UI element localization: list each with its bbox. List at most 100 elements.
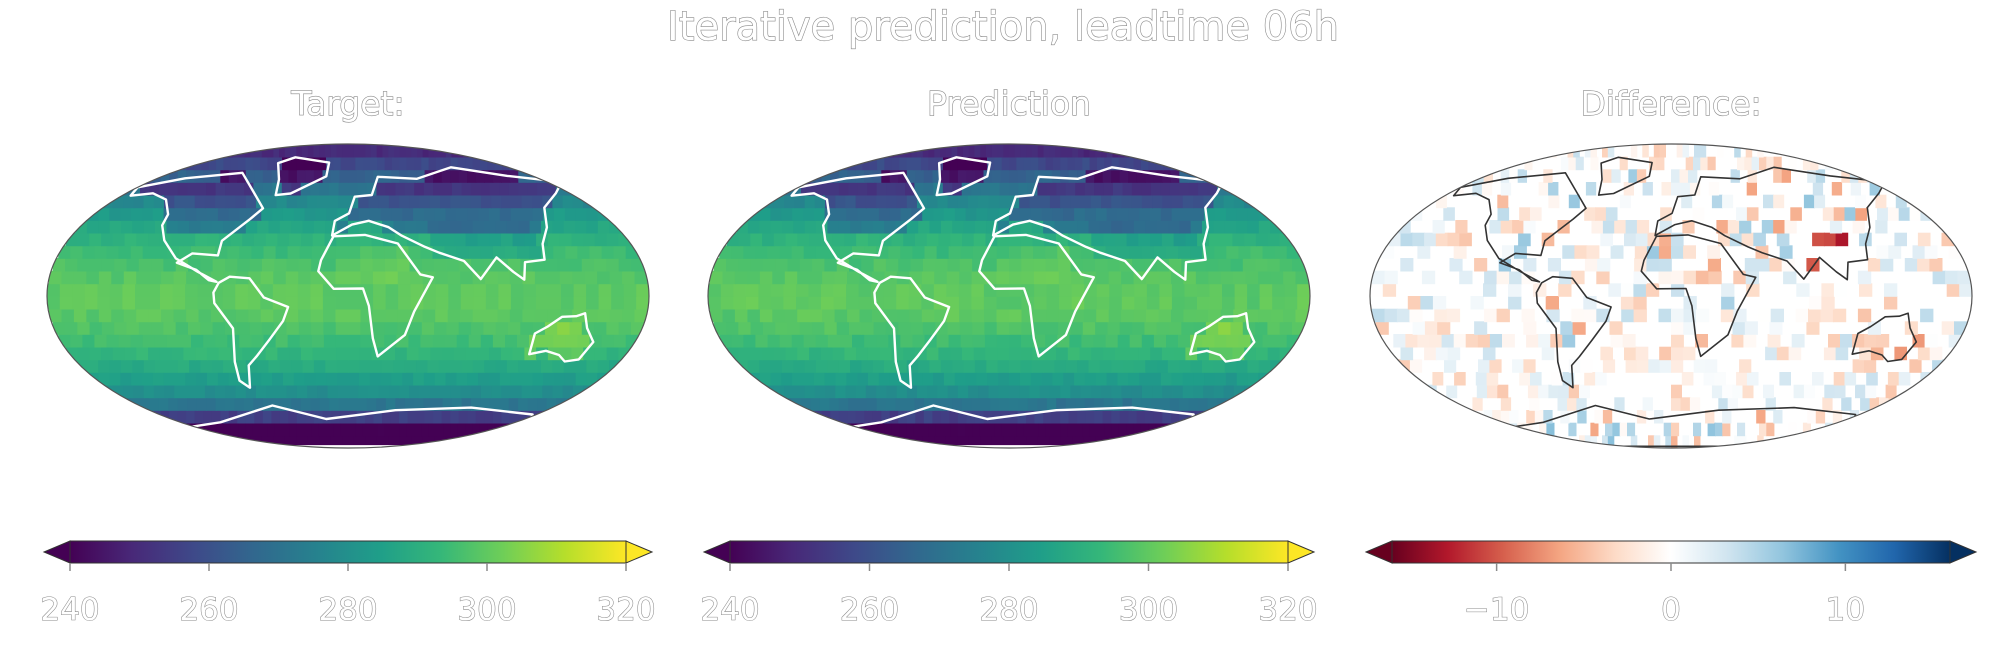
heatmap-cell (1822, 397, 1832, 411)
heatmap-cell (1106, 334, 1119, 348)
heatmap-cell (1577, 410, 1586, 424)
heatmap-cell (964, 359, 976, 373)
heatmap-cell (989, 195, 1000, 209)
heatmap-cell (775, 321, 788, 335)
heatmap-cell (1573, 321, 1586, 335)
heatmap-cell (763, 258, 776, 272)
heatmap-cell (1226, 245, 1239, 258)
heatmap-cell (898, 321, 911, 335)
heatmap-cell (394, 435, 401, 449)
heatmap-cell (454, 233, 467, 247)
heatmap-cell (178, 359, 190, 373)
heatmap-cell (386, 182, 396, 196)
heatmap-cell (473, 283, 486, 297)
heatmap-cell (1671, 309, 1684, 323)
heatmap-cell (178, 182, 188, 196)
heatmap-cell (1433, 220, 1445, 234)
heatmap-cell (326, 372, 338, 386)
heatmap-cell (409, 385, 420, 399)
heatmap-cell (914, 423, 922, 437)
heatmap-cell (897, 195, 908, 209)
heatmap-cell (333, 423, 341, 437)
heatmap-cell (1646, 258, 1659, 272)
heatmap-cell (1060, 195, 1071, 209)
heatmap-cell (1405, 334, 1418, 348)
heatmap-cell (774, 347, 787, 361)
heatmap-cell (1721, 296, 1734, 310)
heatmap-cell (285, 144, 292, 158)
heatmap-cell (751, 258, 764, 272)
heatmap-cell (1097, 157, 1105, 171)
heatmap-cell (948, 195, 959, 209)
heatmap-cell (391, 169, 400, 183)
heatmap-cell (868, 207, 880, 221)
heatmap-cell (139, 258, 152, 272)
heatmap-cell (877, 435, 884, 449)
heatmap-cell (888, 435, 895, 449)
heatmap-cell (949, 245, 962, 258)
heatmap-cell (485, 271, 498, 285)
heatmap-cell (424, 372, 436, 386)
heatmap-cell (512, 195, 523, 209)
heatmap-cell (980, 157, 988, 171)
heatmap-cell (142, 207, 154, 221)
heatmap-cell (408, 245, 421, 258)
heatmap-cell (86, 271, 99, 285)
heatmap-cell (1803, 144, 1810, 158)
heatmap-cell (1624, 233, 1637, 247)
heatmap-cell (783, 296, 796, 310)
heatmap-cell (1543, 169, 1552, 183)
heatmap-cell (1728, 397, 1738, 411)
heatmap-cell (1232, 233, 1245, 247)
heatmap-cell (326, 207, 338, 221)
heatmap-cell (1038, 144, 1045, 158)
heatmap-cell (1868, 258, 1881, 272)
heatmap-cell (990, 182, 1000, 196)
heatmap-cell (102, 258, 115, 272)
heatmap-cell (1512, 359, 1524, 373)
heatmap-cell (1383, 283, 1396, 297)
heatmap-cell (1185, 233, 1198, 247)
heatmap-cell (723, 271, 736, 285)
heatmap-cell (1111, 220, 1123, 234)
heatmap-cell (780, 334, 793, 348)
heatmap-cell (341, 423, 349, 437)
heatmap-cell (797, 233, 810, 247)
heatmap-cell (205, 195, 216, 209)
heatmap-cell (606, 321, 619, 335)
heatmap-cell (102, 321, 115, 335)
heatmap-cell (216, 144, 223, 158)
heatmap-cell (961, 245, 974, 258)
heatmap-cell (1196, 309, 1209, 323)
heatmap-cell (1736, 207, 1748, 221)
heatmap-cell (1123, 220, 1135, 234)
heatmap-cell (473, 309, 486, 323)
heatmap-cell (310, 397, 320, 411)
heatmap-cell (263, 410, 272, 424)
heatmap-cell (231, 423, 239, 437)
heatmap-cell (299, 258, 312, 272)
heatmap-cell (291, 435, 298, 449)
heatmap-cell (909, 309, 922, 323)
heatmap-cell (1094, 410, 1103, 424)
heatmap-cell (614, 245, 627, 258)
heatmap-cell (997, 271, 1010, 285)
heatmap-cell (121, 220, 133, 234)
heatmap-cell (1179, 397, 1189, 411)
heatmap-cell (708, 296, 721, 310)
heatmap-cell (230, 347, 243, 361)
heatmap-cell (1053, 423, 1061, 437)
heatmap-cell (1459, 271, 1472, 285)
heatmap-cell (1224, 195, 1235, 209)
heatmap-cell (360, 347, 373, 361)
heatmap-cell (389, 385, 400, 399)
heatmap-cell (1690, 397, 1700, 411)
heatmap-cell (110, 220, 122, 234)
heatmap-cell (139, 321, 152, 335)
heatmap-cell (1111, 410, 1120, 424)
heatmap-cell (1722, 410, 1731, 424)
heatmap-cell (489, 207, 501, 221)
heatmap-cell (107, 334, 120, 348)
heatmap-cell (1077, 410, 1086, 424)
heatmap-cell (1021, 245, 1034, 258)
